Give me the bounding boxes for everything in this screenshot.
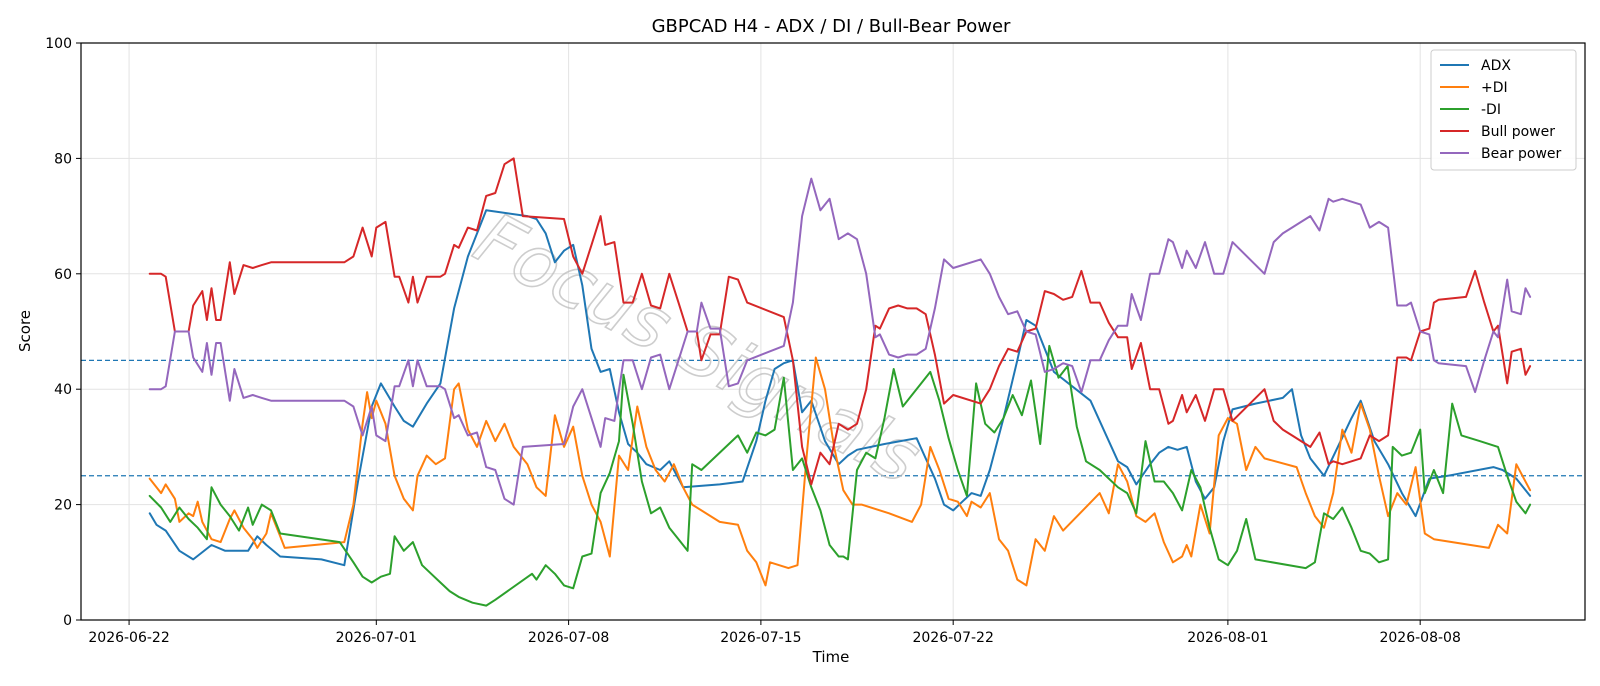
axis-ticks: 0 20 40 60 80 100 2026-06-22 2026-07-01 2026-07-… <box>45 36 1461 646</box>
y-tick-label: 60 <box>54 267 72 283</box>
x-tick-label: 2026-08-08 <box>1379 630 1460 646</box>
series-lines <box>148 157 1532 607</box>
reference-lines <box>81 359 1585 477</box>
legend-label: Bear power <box>1481 146 1562 162</box>
legend-label: +DI <box>1481 80 1508 96</box>
series-line-bear-power <box>148 177 1532 506</box>
plot-frame <box>80 42 1586 621</box>
y-tick-label: 20 <box>54 498 72 514</box>
y-tick-label: 0 <box>63 613 72 629</box>
legend-label: ADX <box>1481 58 1511 74</box>
x-tick-label: 2026-07-01 <box>336 630 417 646</box>
x-axis-label: Time <box>812 648 850 666</box>
chart-title: GBPCAD H4 - ADX / DI / Bull-Bear Power <box>652 16 1011 37</box>
x-tick-label: 2026-07-08 <box>528 630 609 646</box>
watermark: Focus Signals <box>462 196 934 500</box>
y-tick-label: 80 <box>54 151 72 167</box>
y-tick-label: 100 <box>45 36 72 52</box>
x-tick-label: 2026-07-15 <box>720 630 801 646</box>
y-axis-label: Score <box>16 310 34 352</box>
y-tick-label: 40 <box>54 382 72 398</box>
grid <box>81 42 1585 621</box>
x-tick-label: 2026-06-22 <box>88 630 169 646</box>
legend-box <box>1430 49 1577 171</box>
series-line-bull-power <box>148 157 1532 486</box>
legend-label: -DI <box>1481 102 1501 118</box>
legend: ADX +DI -DI Bull power Bear power <box>1430 49 1577 171</box>
series-line-di <box>148 356 1532 587</box>
series-line-di <box>148 344 1532 607</box>
legend-label: Bull power <box>1481 124 1555 140</box>
x-tick-label: 2026-07-22 <box>912 630 993 646</box>
x-tick-label: 2026-08-01 <box>1187 630 1268 646</box>
